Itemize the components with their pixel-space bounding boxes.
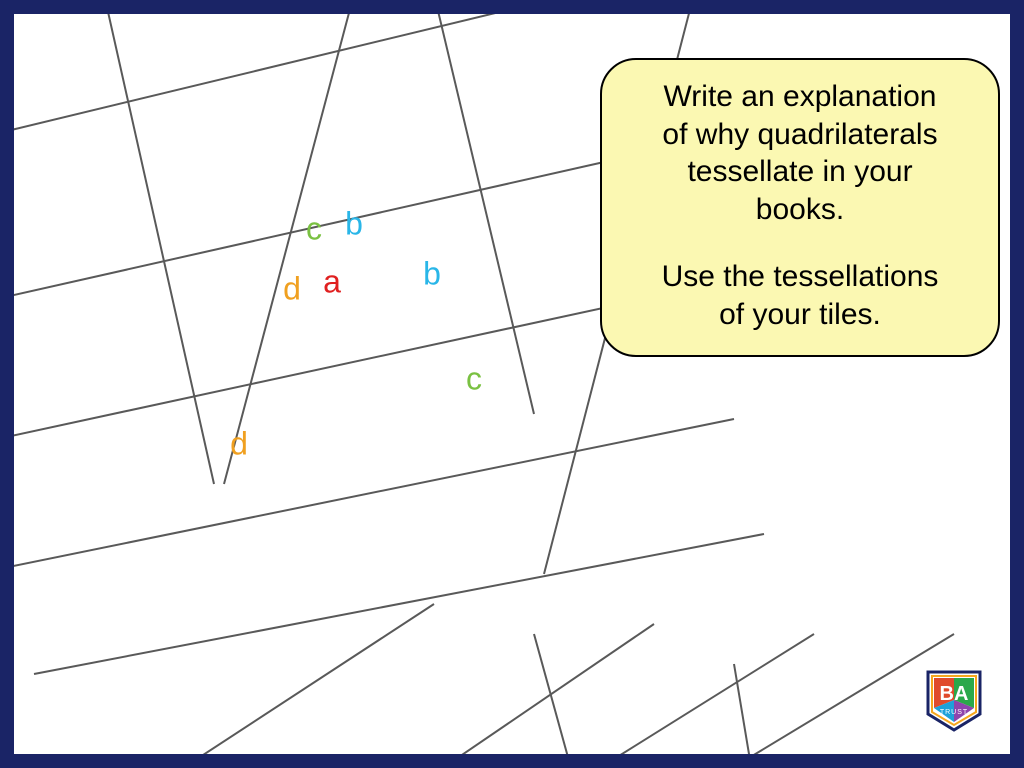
tessellation-edge: [224, 14, 354, 484]
tessellation-edge: [14, 419, 734, 574]
tessellation-edge: [714, 634, 954, 754]
logo-text-bottom: TRUST: [940, 709, 968, 716]
tessellation-edge: [434, 14, 534, 414]
tessellation-edge: [34, 534, 764, 674]
tessellation-edge: [574, 634, 814, 754]
callout-line: of your tiles.: [626, 296, 974, 334]
callout-line: tessellate in your: [626, 153, 974, 191]
tessellation-edge: [174, 604, 434, 754]
callout-line: books.: [626, 191, 974, 229]
angle-label-a: a: [323, 264, 341, 301]
callout-line: Write an explanation: [626, 78, 974, 116]
tessellation-edge: [534, 634, 574, 754]
angle-label-b: b: [423, 256, 441, 293]
tessellation-edge: [14, 14, 574, 139]
angle-label-d: d: [230, 426, 248, 463]
slide-canvas: cbdabcd Write an explanation of why quad…: [14, 14, 1010, 754]
logo-text-top: BA: [940, 683, 969, 705]
angle-label-d: d: [283, 271, 301, 308]
angle-label-c: c: [466, 361, 482, 398]
angle-label-b: b: [345, 206, 363, 243]
callout-line: Use the tessellations: [626, 258, 974, 296]
tessellation-edge: [434, 624, 654, 754]
angle-label-c: c: [306, 211, 322, 248]
callout-line: of why quadrilaterals: [626, 116, 974, 154]
ba-trust-logo-icon: BA TRUST: [926, 670, 982, 732]
instruction-callout: Write an explanation of why quadrilatera…: [600, 58, 1000, 357]
